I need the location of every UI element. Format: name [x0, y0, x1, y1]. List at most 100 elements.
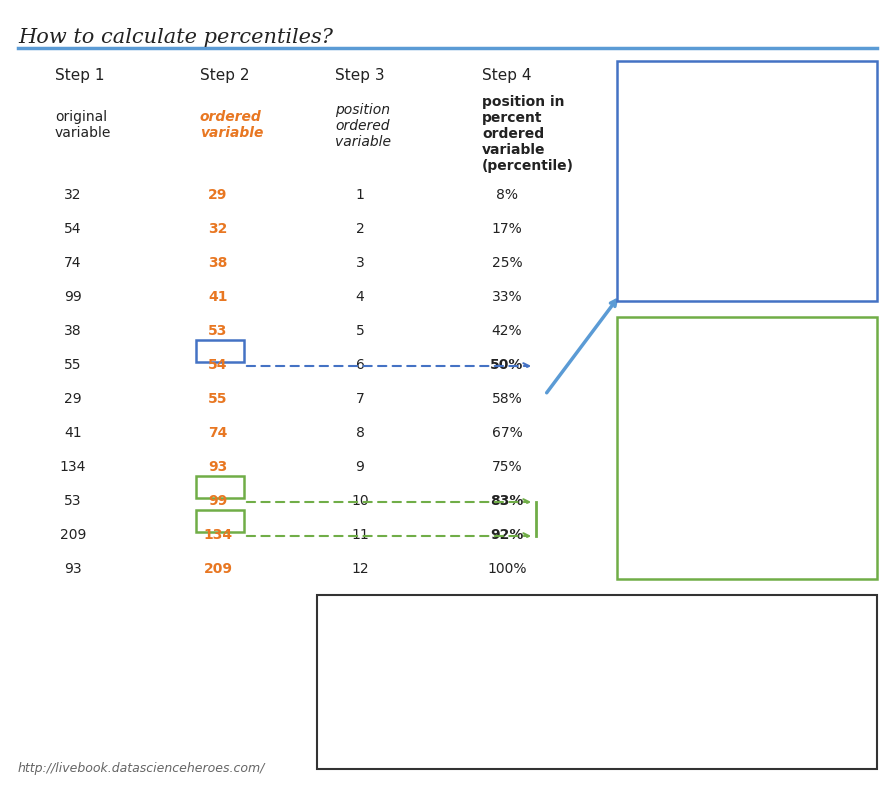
Text: 92%: 92%: [490, 528, 523, 542]
Text: 4: 4: [355, 290, 364, 304]
Text: 54: 54: [208, 358, 227, 372]
Text: 38: 38: [64, 324, 81, 338]
Text: 50% of the ordered variable.: 50% of the ordered variable.: [625, 166, 824, 180]
Text: 75%: 75%: [491, 460, 522, 474]
Text: How to calculate percentiles?: How to calculate percentiles?: [18, 28, 333, 47]
Text: original: original: [55, 110, 107, 124]
Text: ordered: ordered: [482, 127, 544, 141]
FancyBboxPatch shape: [196, 476, 244, 498]
Text: 32: 32: [208, 222, 227, 236]
Text: 53: 53: [64, 494, 81, 508]
Text: position: position: [334, 103, 390, 117]
Text: In: In: [327, 660, 345, 674]
Text: 8: 8: [355, 426, 364, 440]
Text: method. There are many of them.: method. There are many of them.: [495, 627, 735, 641]
Text: http://livebook.datascienceheroes.com/: http://livebook.datascienceheroes.com/: [18, 762, 266, 775]
Text: the default: the default: [357, 660, 442, 674]
Text: 1: 1: [355, 188, 364, 202]
Text: Case 2:: Case 2:: [625, 332, 683, 346]
Text: 12: 12: [350, 562, 368, 576]
Text: 67%: 67%: [491, 426, 522, 440]
Text: 5: 5: [355, 324, 364, 338]
Text: What is the percentile 90th? (or: What is the percentile 90th? (or: [625, 352, 846, 366]
Text: 54: 54: [64, 222, 81, 236]
Text: (see note 1): (see note 1): [713, 202, 801, 216]
Text: Answer:: Answer:: [625, 476, 694, 490]
Text: 38: 38: [208, 256, 227, 270]
Text: 134: 134: [203, 528, 232, 542]
Text: variable: variable: [482, 143, 544, 157]
FancyBboxPatch shape: [196, 340, 244, 362]
Text: 3: 3: [355, 256, 364, 270]
Text: In Microsoft Excel these: In Microsoft Excel these: [587, 677, 753, 691]
Text: 209: 209: [203, 562, 232, 576]
Text: Note 1: Note 1: [327, 610, 380, 624]
Text: interpolation: interpolation: [377, 627, 467, 641]
Text: 83%: 83%: [490, 494, 523, 508]
Text: Step 4: Step 4: [482, 68, 531, 83]
Text: 41: 41: [64, 426, 81, 440]
Text: 99: 99: [208, 494, 227, 508]
Text: 53: 53: [208, 324, 227, 338]
Text: position in: position in: [482, 95, 564, 109]
Text: 100%: 100%: [486, 562, 527, 576]
Text: ordered: ordered: [199, 110, 261, 124]
Text: Step 2: Step 2: [199, 68, 249, 83]
Text: ordered: ordered: [334, 119, 389, 133]
Text: Answer:: Answer:: [625, 202, 694, 216]
Text: More info:: More info:: [327, 725, 401, 739]
Text: 33%: 33%: [491, 290, 522, 304]
Text: 7: 7: [355, 392, 364, 406]
Text: 134: 134: [60, 460, 86, 474]
Text: 17%: 17%: [491, 222, 522, 236]
Text: 6: 6: [355, 358, 364, 372]
Text: 42%: 42%: [491, 324, 522, 338]
FancyBboxPatch shape: [316, 595, 876, 769]
Text: percent: percent: [482, 111, 542, 125]
Text: quantile: quantile: [442, 660, 506, 674]
FancyBboxPatch shape: [616, 317, 876, 579]
Text: R: R: [346, 660, 357, 674]
Text: 9: 9: [355, 460, 364, 474]
Text: 11: 11: [350, 528, 368, 542]
Text: (percentile): (percentile): [482, 159, 573, 173]
Text: 8%: 8%: [495, 188, 518, 202]
Text: Which is the median?: Which is the median?: [625, 96, 774, 110]
Text: 32: 32: [64, 188, 81, 202]
Text: 50%: 50%: [490, 358, 523, 372]
Text: It cannot be computed directly, we: It cannot be computed directly, we: [625, 404, 868, 418]
FancyBboxPatch shape: [196, 510, 244, 532]
Text: (see note 1): (see note 1): [738, 476, 825, 490]
Text: Step 3: Step 3: [334, 68, 384, 83]
Text: 99: 99: [64, 290, 81, 304]
Text: 83th and 92nd percentile.: 83th and 92nd percentile.: [625, 440, 805, 454]
Text: Case 1:: Case 1:: [625, 76, 683, 90]
Text: 55: 55: [64, 358, 81, 372]
Text: 74: 74: [208, 426, 227, 440]
Text: 10: 10: [350, 494, 368, 508]
Text: 2: 2: [355, 222, 364, 236]
Text: (percentile 50th).: (percentile 50th).: [625, 114, 746, 128]
Text: 209: 209: [60, 528, 86, 542]
Text: values are slightly different.: values are slightly different.: [327, 694, 522, 708]
Text: help("quantile"): help("quantile"): [403, 725, 514, 739]
Text: 55: 55: [208, 392, 227, 406]
Text: 29: 29: [64, 392, 81, 406]
FancyBboxPatch shape: [616, 61, 876, 301]
Text: 41: 41: [208, 290, 227, 304]
Text: 29: 29: [208, 188, 227, 202]
Text: The highest value for the 1st: The highest value for the 1st: [625, 148, 825, 162]
Text: : The results may vary according to the: : The results may vary according to the: [377, 610, 651, 624]
Text: variable: variable: [334, 135, 391, 149]
Text: function retrieves the values 54.5 and: function retrieves the values 54.5 and: [502, 660, 771, 674]
Text: 25%: 25%: [491, 256, 522, 270]
Text: 74: 74: [64, 256, 81, 270]
Text: 130.5 for cases 1 and 2 respectively.: 130.5 for cases 1 and 2 respectively.: [327, 677, 586, 691]
Text: ~ 130: ~ 130: [693, 476, 738, 490]
Text: variable: variable: [55, 126, 111, 140]
Text: 93: 93: [208, 460, 227, 474]
Text: need to interpolate between the: need to interpolate between the: [625, 422, 850, 436]
Text: 93: 93: [64, 562, 81, 576]
Text: what is the value at 90th position?): what is the value at 90th position?): [625, 370, 871, 384]
Text: Step 1: Step 1: [55, 68, 105, 83]
